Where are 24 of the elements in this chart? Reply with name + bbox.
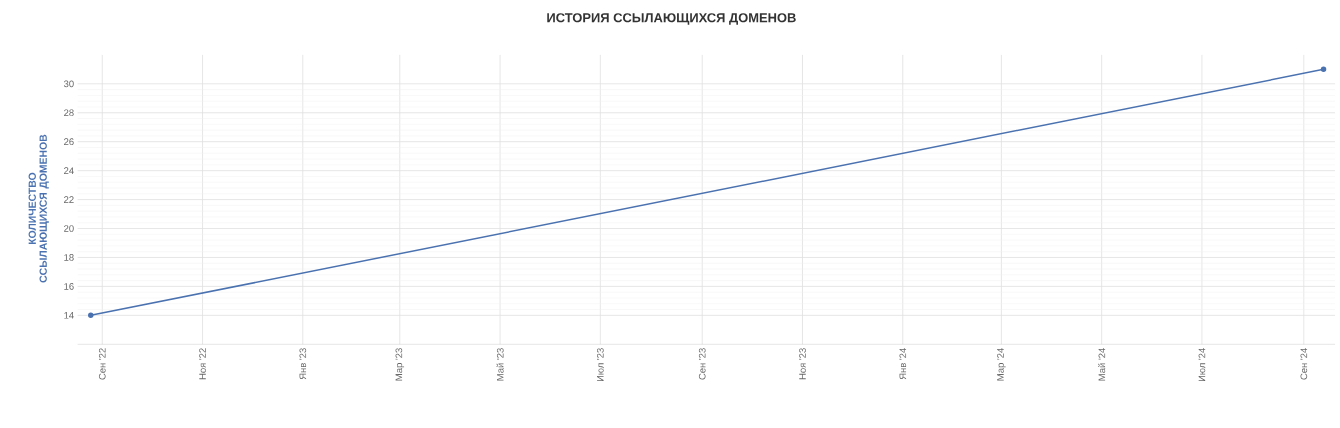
y-tick-label: 18 xyxy=(64,254,74,261)
y-tick-label: 20 xyxy=(64,225,74,232)
x-tick-label: Сен '22 xyxy=(98,348,106,380)
x-tick-label: Июл '23 xyxy=(596,348,604,382)
x-tick-label: Янв '23 xyxy=(299,348,307,380)
x-tick-label: Сен '23 xyxy=(698,348,706,380)
y-tick-label: 30 xyxy=(63,80,74,88)
x-tick-label: Май '24 xyxy=(1098,348,1106,381)
y-tick-label: 26 xyxy=(64,138,74,145)
y-tick-label: 28 xyxy=(64,109,74,117)
y-tick-label: 16 xyxy=(64,283,74,290)
x-tick-label: Мар '23 xyxy=(395,348,405,381)
x-tick-label: Янв '24 xyxy=(899,348,907,380)
x-tick-label: Ноя '22 xyxy=(199,348,206,380)
x-tick-label: Мар '24 xyxy=(997,348,1006,381)
chart-title: ИСТОРИЯ ССЫЛАЮЩИХСЯ ДОМЕНОВ xyxy=(547,13,796,25)
x-tick-label: Сен '24 xyxy=(1300,348,1308,380)
y-tick-label: 24 xyxy=(64,167,74,174)
y-tick-label: 14 xyxy=(64,312,74,319)
y-tick-label: 22 xyxy=(64,196,74,203)
x-tick-label: Май '23 xyxy=(496,348,504,381)
y-axis-title: КОЛИЧЕСТВО ССЫЛАЮЩИХСЯ ДОМЕНОВ xyxy=(28,134,49,283)
x-tick-label: Июл '24 xyxy=(1198,348,1206,382)
x-tick-label: Ноя '23 xyxy=(799,348,806,380)
